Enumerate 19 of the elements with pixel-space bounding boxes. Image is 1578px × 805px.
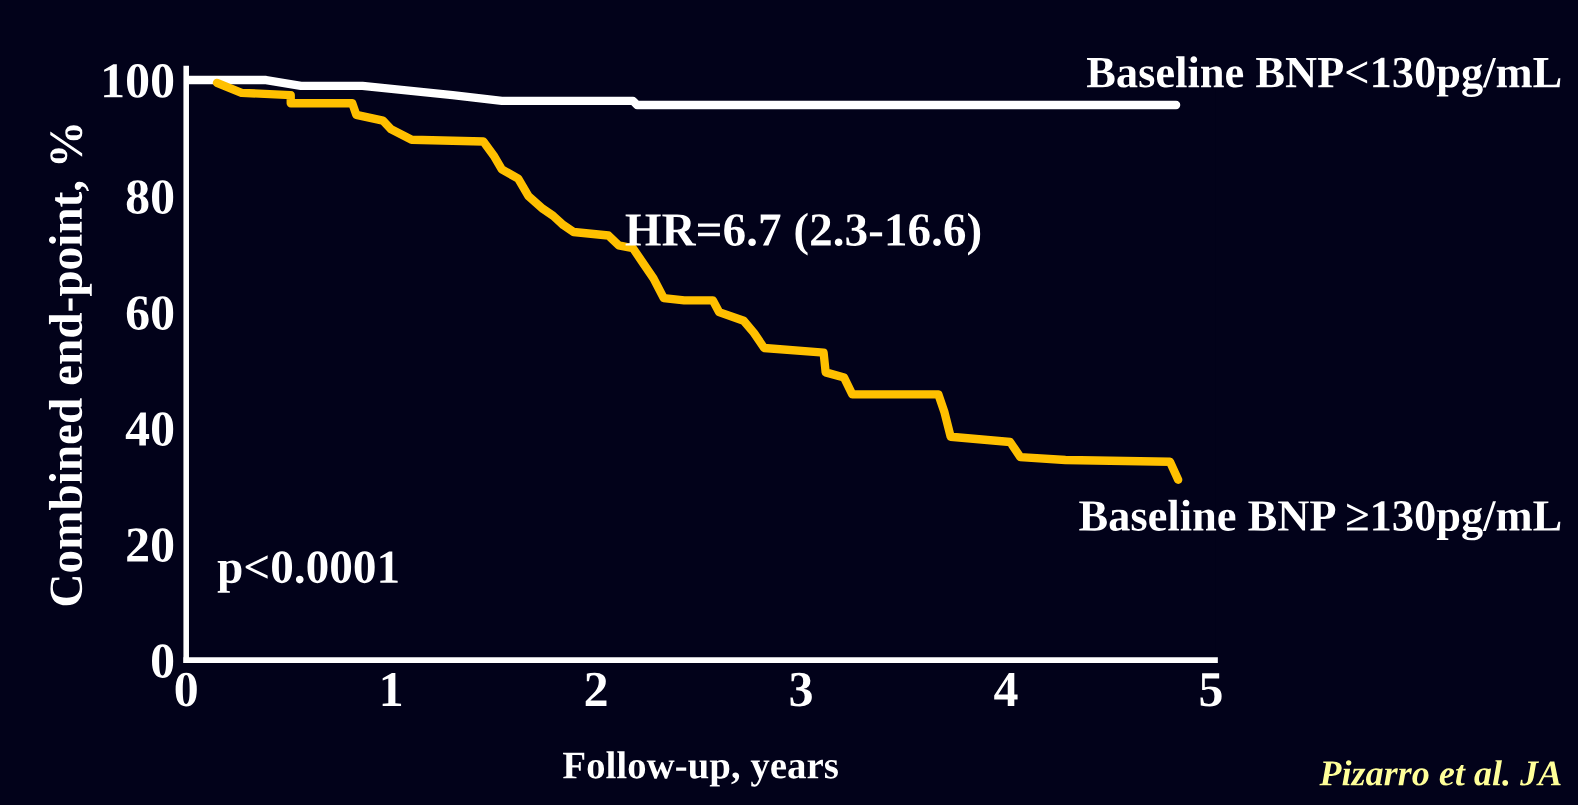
y-tick-label: 60 [126,296,174,330]
series-label: Baseline BNP ≥130pg/mL [1079,499,1561,541]
y-axis-title: Combined end-point, % [48,125,92,606]
x-tick-label: 3 [790,672,812,707]
x-axis-title: Follow-up, years [563,751,838,787]
y-tick-label: 100 [104,64,174,98]
x-tick-label: 4 [994,672,1018,706]
annotation: HR=6.7 (2.3-16.6) [625,212,981,256]
y-tick-label: 80 [126,180,174,214]
series-label: Baseline BNP<130pg/mL [1086,56,1561,97]
x-tick-label: 2 [585,672,607,706]
y-tick-label: 40 [125,412,174,446]
y-tick-label: 20 [127,528,174,562]
x-tick-label: 1 [382,672,402,706]
y-tick-label: 0 [152,644,174,678]
annotation: p<0.0001 [217,551,398,593]
text: Pizarro et al. JA [1319,760,1561,786]
x-tick-label: 0 [175,672,197,707]
x-tick-label: 5 [1200,673,1222,707]
